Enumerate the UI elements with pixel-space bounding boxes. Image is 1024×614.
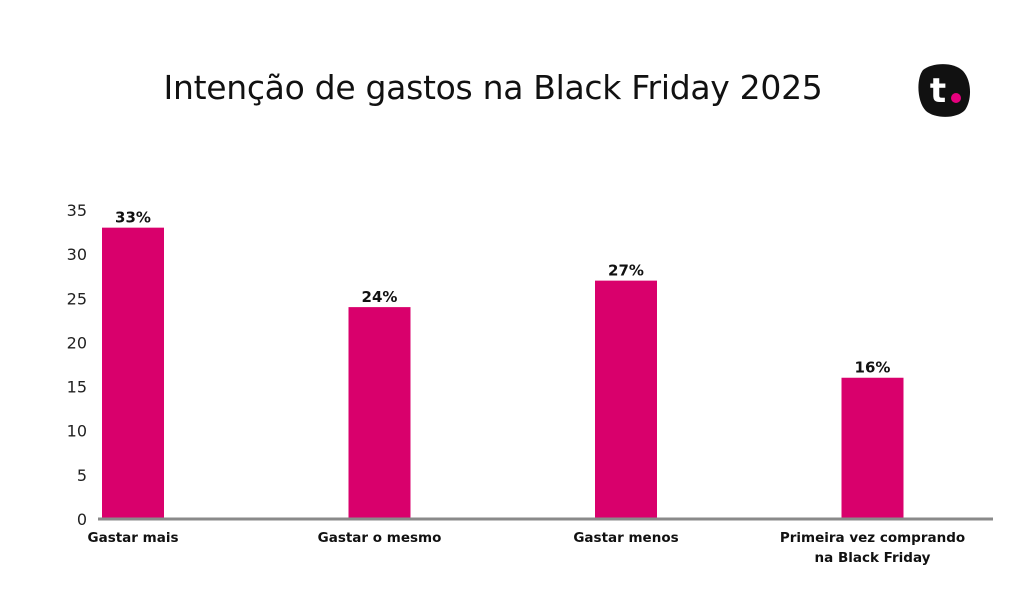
y-axis-ticks: 0 5 10 15 20 25 30 35 — [67, 201, 87, 529]
y-tick-label: 25 — [67, 289, 87, 308]
y-tick-label: 35 — [67, 201, 87, 220]
brand-logo: t — [917, 62, 971, 118]
y-tick-label: 10 — [67, 422, 87, 441]
bar-value-label: 24% — [362, 288, 398, 306]
logo-dot — [951, 93, 961, 103]
bars-group — [102, 227, 904, 519]
category-label: Gastar menos — [573, 530, 678, 546]
y-tick-label: 20 — [67, 333, 87, 352]
value-labels-group: 33% 24% 27% 16% — [115, 209, 890, 377]
bar-value-label: 33% — [115, 209, 151, 227]
logo-blob — [918, 64, 971, 117]
category-label: na Black Friday — [815, 550, 931, 566]
bar — [841, 377, 904, 519]
y-tick-label: 0 — [77, 510, 87, 529]
chart-title: Intenção de gastos na Black Friday 2025 — [163, 68, 823, 107]
bar — [348, 307, 411, 519]
category-label: Gastar o mesmo — [318, 530, 442, 546]
y-tick-label: 5 — [77, 466, 87, 485]
y-tick-label: 15 — [67, 378, 87, 397]
y-tick-label: 30 — [67, 245, 87, 264]
category-label: Gastar mais — [88, 530, 179, 546]
bar-value-label: 27% — [608, 262, 644, 280]
bar — [595, 280, 657, 519]
logo-letter: t — [930, 71, 946, 111]
bar-value-label: 16% — [855, 359, 891, 377]
category-labels-group: Gastar mais Gastar o mesmo Gastar menos Pri… — [88, 530, 966, 566]
bar — [102, 227, 164, 519]
category-label: Primeira vez comprando — [780, 530, 965, 546]
